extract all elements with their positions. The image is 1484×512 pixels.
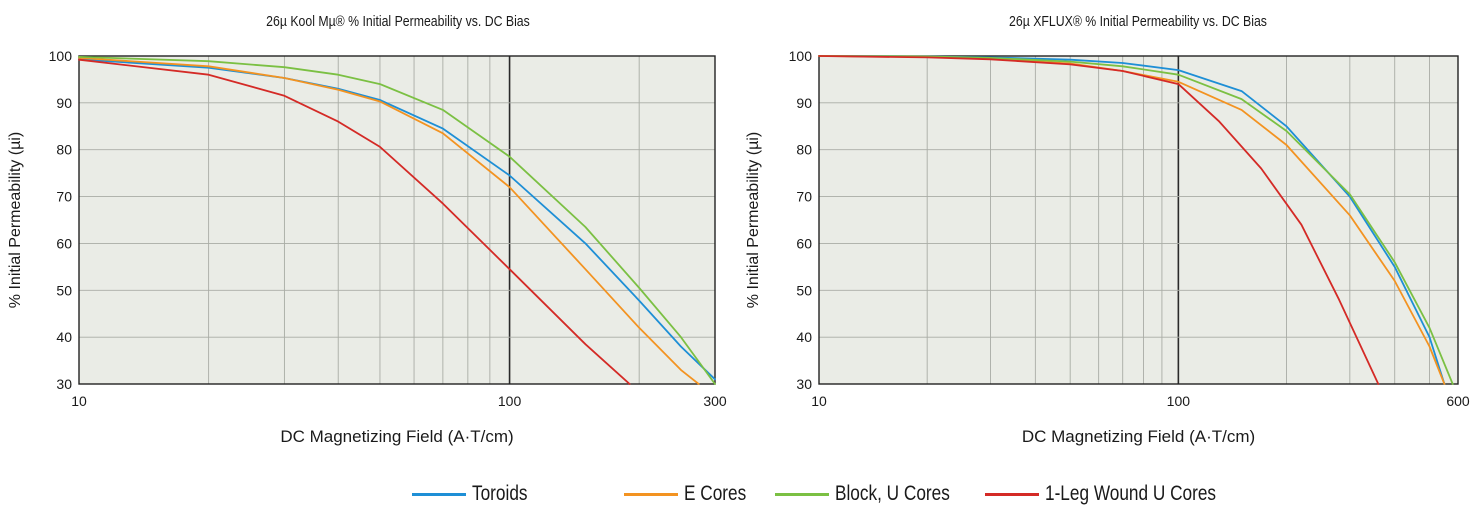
legend-swatch-1-leg-wound-u-cores xyxy=(985,492,1039,496)
plot-frame xyxy=(818,55,1459,385)
legend-swatch-toroids xyxy=(412,492,466,496)
legend-item-1-leg-wound-u-cores: 1-Leg Wound U Cores xyxy=(985,480,1254,508)
y-tick-label: 70 xyxy=(56,189,72,205)
y-tick-label: 30 xyxy=(56,376,72,392)
x-tick-label: 100 xyxy=(498,393,522,409)
chart-title: 26µ XFLUX® % Initial Permeability vs. DC… xyxy=(1009,13,1267,29)
chart-panel-2: 30 40 50 60 70 80 90 100 10 100 600 26µ XFLUX® % In… xyxy=(745,13,1470,446)
chart-title: 26µ Kool Mµ® % Initial Permeability vs. … xyxy=(266,13,530,29)
y-tick-label: 50 xyxy=(796,282,812,298)
y-axis-label: % Initial Permeability (µi) xyxy=(745,132,762,308)
x-tick-label: 10 xyxy=(811,393,827,409)
y-tick-label: 90 xyxy=(56,95,72,111)
y-axis-label: % Initial Permeability (µi) xyxy=(7,132,24,308)
plot-frame xyxy=(78,55,716,385)
x-tick-label: 300 xyxy=(703,393,727,409)
series-line-block-u-cores xyxy=(818,55,1454,385)
legend-item-toroids: Toroids xyxy=(412,480,540,508)
series-line-1-leg-wound-u-cores xyxy=(78,58,631,385)
x-axis-label: DC Magnetizing Field (A·T/cm) xyxy=(1022,427,1255,446)
y-tick-label: 70 xyxy=(796,189,812,205)
y-tick-label: 90 xyxy=(796,95,812,111)
legend: Toroids E Cores Block, U Cores 1-Leg Wou… xyxy=(0,480,1484,510)
chart-panel-1: 30 40 50 60 70 80 90 100 10 100 300 26µ Kool Mµ® % … xyxy=(7,13,727,446)
y-tick-label: 80 xyxy=(56,142,72,158)
legend-item-block-u-cores: Block, U Cores xyxy=(775,480,975,508)
y-tick-label: 40 xyxy=(796,329,812,345)
x-tick-label: 600 xyxy=(1446,393,1470,409)
y-tick-label: 60 xyxy=(56,235,72,251)
plot-area xyxy=(79,56,715,384)
charts-canvas: 30 40 50 60 70 80 90 100 10 100 300 26µ Kool Mµ® % … xyxy=(7,13,1470,446)
series-line-block-u-cores xyxy=(78,56,716,385)
x-tick-label: 10 xyxy=(71,393,87,409)
legend-label-e-cores: E Cores xyxy=(684,482,747,505)
y-tick-label: 100 xyxy=(789,48,813,64)
plot-area xyxy=(819,56,1458,384)
y-tick-label: 50 xyxy=(56,282,72,298)
x-axis-label: DC Magnetizing Field (A·T/cm) xyxy=(280,427,513,446)
y-tick-label: 80 xyxy=(796,142,812,158)
series-line-1-leg-wound-u-cores xyxy=(818,55,1380,385)
y-tick-label: 30 xyxy=(796,376,812,392)
legend-swatch-block-u-cores xyxy=(775,492,829,496)
legend-label-block-u-cores: Block, U Cores xyxy=(835,482,950,505)
y-tick-label: 60 xyxy=(796,235,812,251)
legend-swatch-e-cores xyxy=(624,492,678,496)
legend-item-e-cores: E Cores xyxy=(624,480,760,508)
x-tick-label: 100 xyxy=(1167,393,1191,409)
series-line-e-cores xyxy=(78,57,700,385)
y-tick-label: 40 xyxy=(56,329,72,345)
y-tick-label: 100 xyxy=(49,48,73,64)
legend-label-1-leg-wound-u-cores: 1-Leg Wound U Cores xyxy=(1045,482,1217,505)
legend-label-toroids: Toroids xyxy=(472,482,528,505)
